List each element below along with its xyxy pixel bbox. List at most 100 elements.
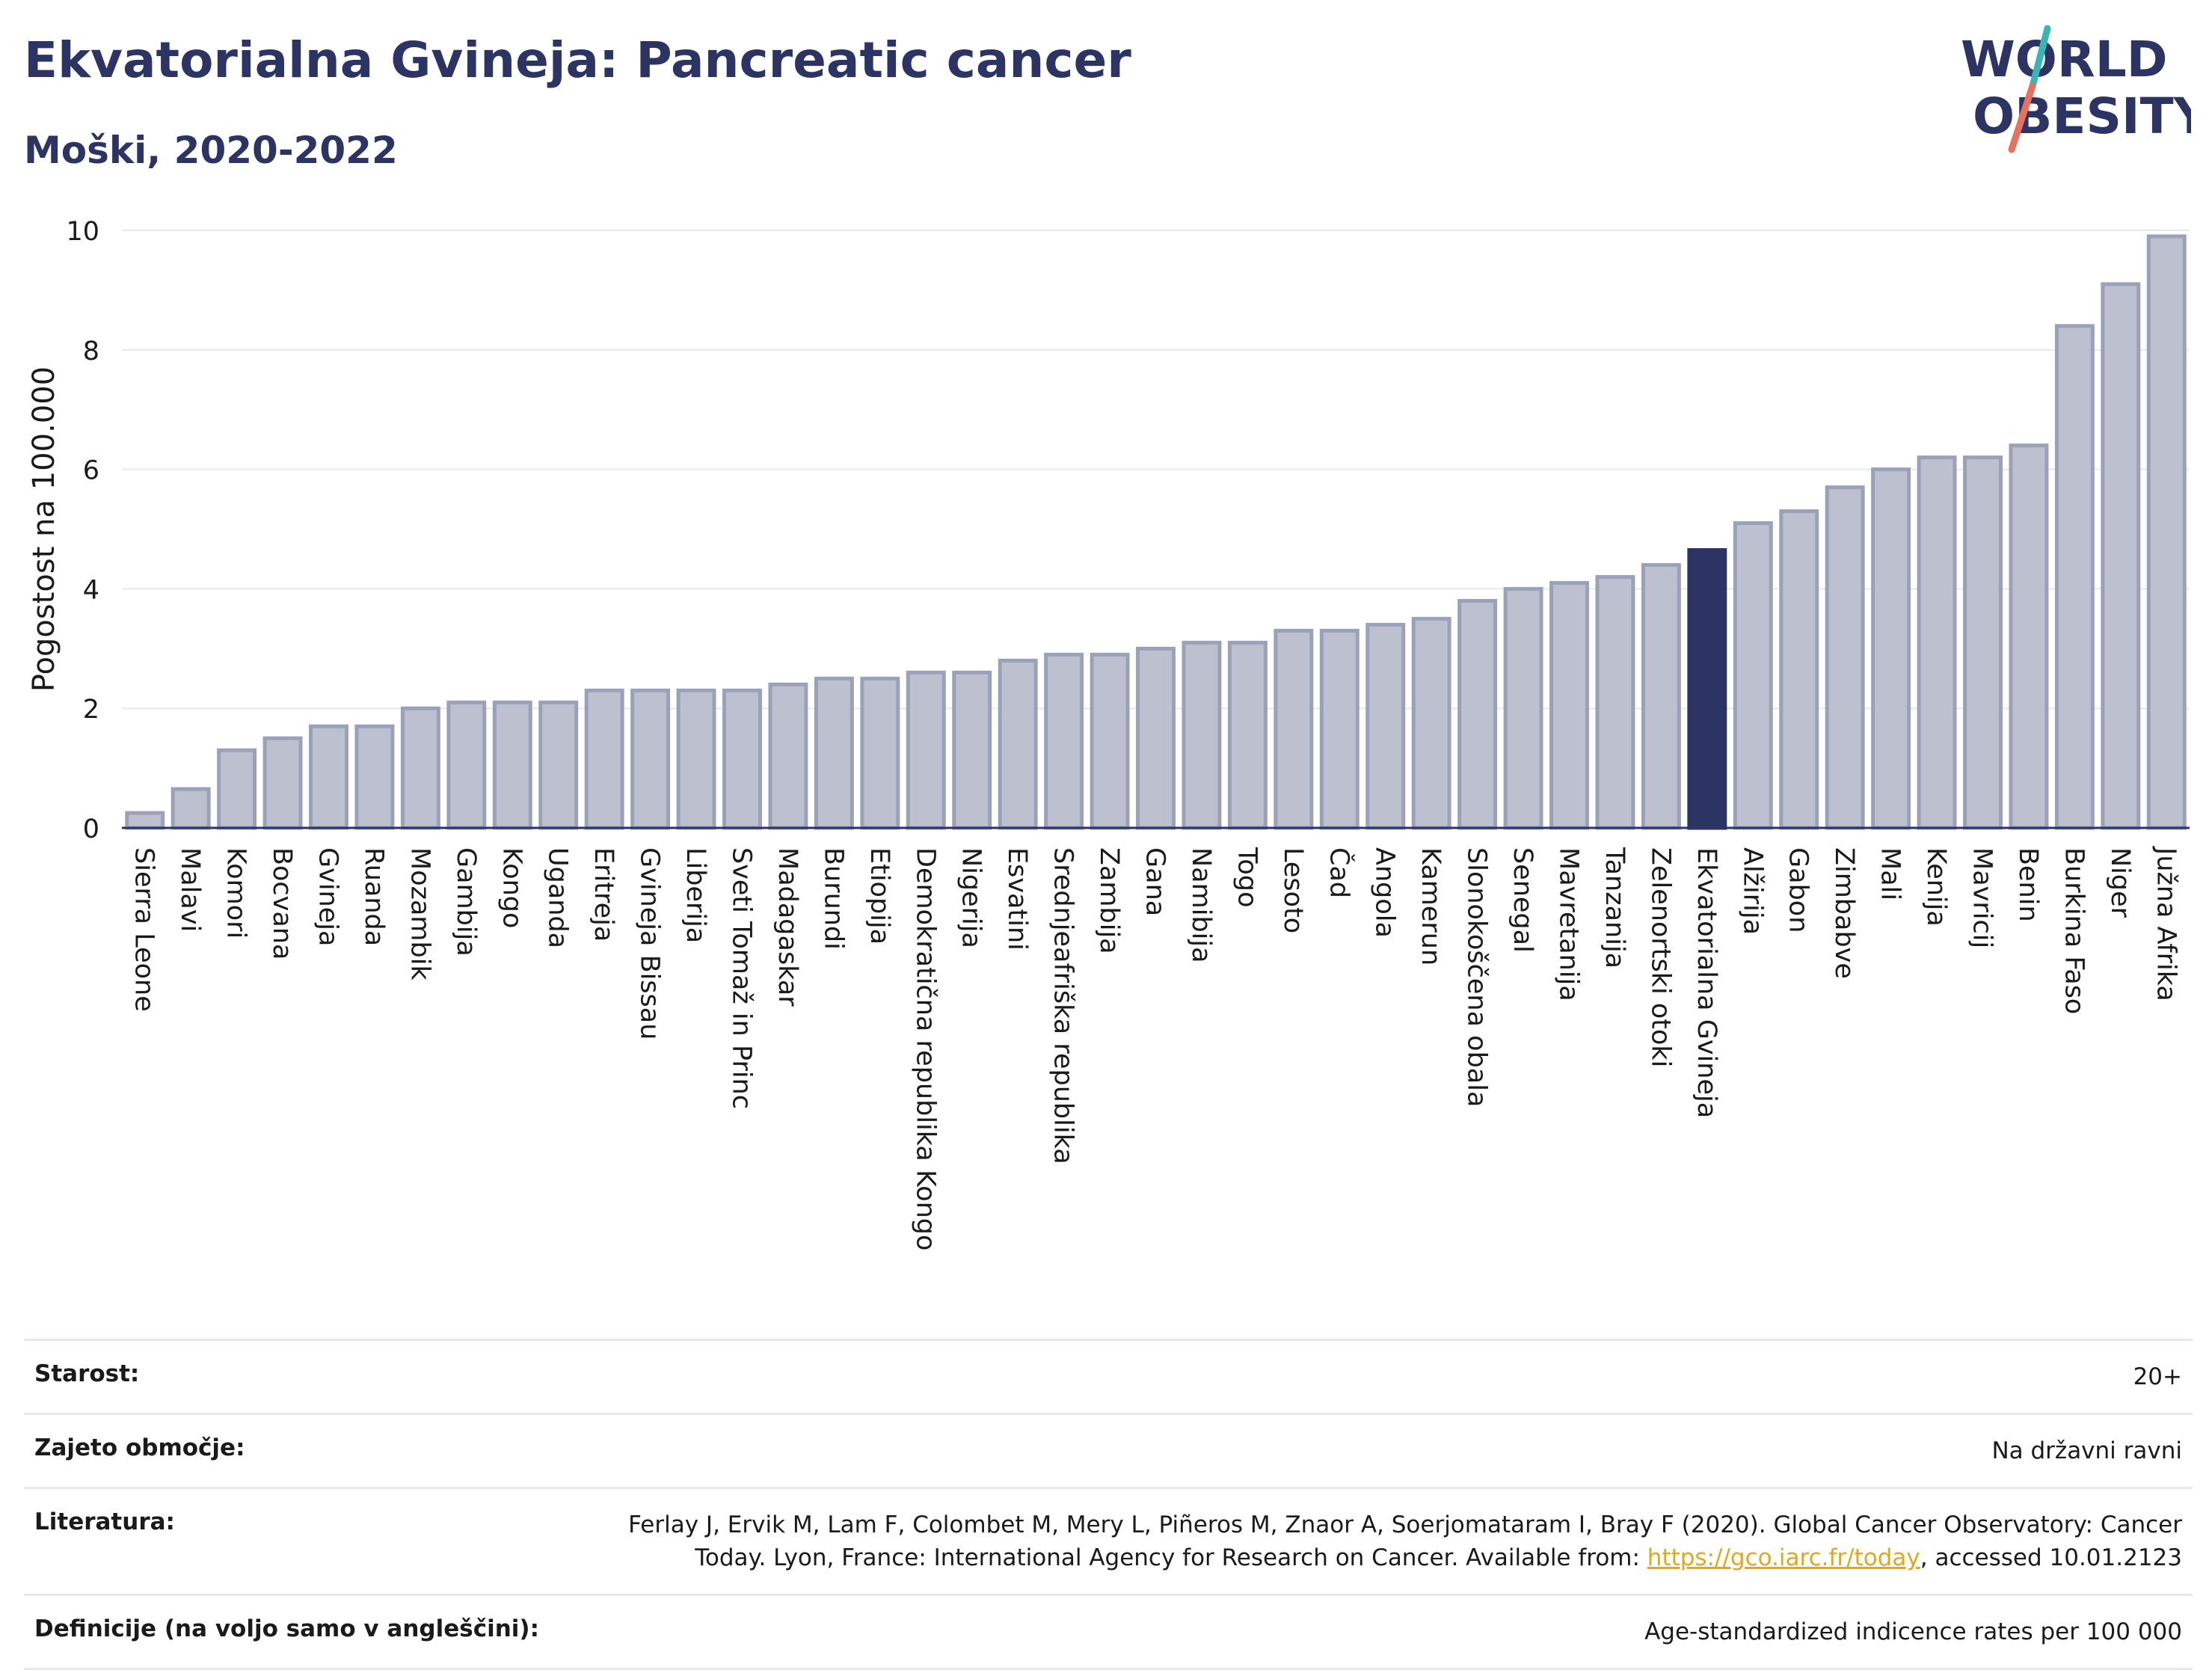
x-tick-label: Tanzanija xyxy=(1600,847,1629,968)
x-tick-label: Južna Afrika xyxy=(2151,846,2181,1001)
x-tick-label: Liberija xyxy=(681,847,710,943)
x-tick-label: Togo xyxy=(1232,847,1262,907)
bar xyxy=(2101,282,2141,830)
chart-subtitle: Moški, 2020-2022 xyxy=(24,129,398,172)
y-tick-label: 0 xyxy=(83,814,99,844)
bar xyxy=(2009,443,2049,830)
bar xyxy=(1274,628,1314,830)
meta-row-coverage: Zajeto območje: Na državni ravni xyxy=(24,1413,2193,1487)
x-tick-label: Ruanda xyxy=(359,847,389,946)
x-tick-label: Kamerun xyxy=(1416,847,1446,966)
bar xyxy=(1090,652,1130,830)
bar-chart: 0 2 4 6 8 10 Pogostost na 100.000 Sierra Leone M… xyxy=(27,217,2190,1250)
x-tick-label: Burkina Faso xyxy=(2059,847,2089,1014)
bar xyxy=(860,676,900,830)
bar xyxy=(446,700,487,830)
y-axis-label: Pogostost na 100.000 xyxy=(27,366,61,692)
bar xyxy=(1044,652,1084,830)
x-tick-label: Etiopija xyxy=(864,847,894,945)
reference-accessed: , accessed 10.01.2123 xyxy=(1920,1544,2182,1571)
x-tick-label: Zimbabve xyxy=(1829,847,1859,979)
x-tick-label: Srednjeafriška republika xyxy=(1048,847,1078,1164)
logo-slash-coral xyxy=(2008,82,2036,153)
x-tick-label: Burundi xyxy=(818,847,848,950)
x-tick-label: Nigerija xyxy=(956,847,986,948)
bar xyxy=(262,736,303,830)
bar xyxy=(1641,562,1681,830)
bar xyxy=(1319,628,1360,830)
y-tick-label: 8 xyxy=(83,337,99,366)
definitions-label: Definicije (na voljo samo v angleščini): xyxy=(34,1615,539,1642)
x-tick-label: Benin xyxy=(2013,847,2043,922)
bar xyxy=(354,724,395,830)
y-tick-label: 6 xyxy=(83,456,99,486)
bar xyxy=(1182,640,1222,830)
bar xyxy=(1365,622,1406,830)
bar xyxy=(998,658,1038,830)
coverage-value: Na državni ravni xyxy=(1991,1437,2182,1464)
x-tick-label: Niger xyxy=(2105,847,2135,918)
bar xyxy=(1503,586,1543,830)
definitions-value: Age-standardized indicence rates per 100… xyxy=(1644,1618,2182,1645)
x-tick-label: Lesoto xyxy=(1278,847,1308,933)
world-obesity-logo: WORLD OBESITY xyxy=(1961,25,2191,153)
x-tick-label: Demokratična republika Kongo xyxy=(910,847,940,1250)
y-tick-label: 10 xyxy=(66,217,99,247)
bar xyxy=(952,670,992,830)
bar xyxy=(814,676,854,830)
bar xyxy=(1825,485,1865,830)
bar xyxy=(906,670,946,830)
bar xyxy=(309,724,348,830)
x-tick-label: Mavricij xyxy=(1967,847,1997,948)
bar xyxy=(1457,598,1498,830)
bar xyxy=(630,688,671,830)
x-tick-label: Sveti Tomaž in Princ xyxy=(727,847,757,1109)
age-value: 20+ xyxy=(2133,1363,2182,1390)
y-tick-label: 4 xyxy=(83,575,99,605)
x-tick-label: Ekvatorialna Gvineja xyxy=(1692,847,1721,1118)
bar xyxy=(2146,234,2187,830)
x-tick-label: Angola xyxy=(1370,847,1400,938)
bar xyxy=(584,688,624,830)
age-label: Starost: xyxy=(34,1360,140,1387)
x-tick-label: Mali xyxy=(1875,847,1905,900)
x-tick-label: Gvineja Bissau xyxy=(635,847,665,1040)
bar xyxy=(400,706,440,830)
bar xyxy=(125,811,165,830)
y-tick-label: 2 xyxy=(83,695,99,725)
x-tick-label: Namibija xyxy=(1186,847,1216,963)
bar xyxy=(1595,574,1635,830)
x-tick-label: Mozambik xyxy=(405,847,434,980)
bar xyxy=(1549,580,1589,830)
reference-label: Literatura: xyxy=(34,1508,175,1535)
bar xyxy=(1227,640,1268,830)
bar xyxy=(2054,324,2095,830)
x-tick-label: Sierra Leone xyxy=(129,847,159,1012)
bar xyxy=(768,682,808,830)
x-tick-label: Komori xyxy=(221,847,251,939)
x-tick-label: Malavi xyxy=(175,847,205,932)
bar xyxy=(1136,646,1176,830)
bar xyxy=(1779,509,1819,830)
x-tick-label: Alžirija xyxy=(1737,847,1767,935)
bar xyxy=(170,787,211,830)
x-tick-label: Zelenortski otoki xyxy=(1645,847,1675,1067)
coverage-label: Zajeto območje: xyxy=(34,1434,245,1461)
chart-title: Ekvatorialna Gvineja: Pancreatic cancer xyxy=(24,31,1131,89)
reference-text: Ferlay J, Ervik M, Lam F, Colombet M, Me… xyxy=(628,1511,2182,1571)
reference-link[interactable]: https://gco.iarc.fr/today xyxy=(1647,1544,1920,1571)
x-tick-label: Kenija xyxy=(1921,847,1951,927)
bar xyxy=(676,688,716,830)
logo-slash-teal xyxy=(2029,25,2051,90)
metadata-table: Starost: 20+ Zajeto območje: Na državni … xyxy=(24,1339,2193,1670)
x-tick-label: Esvatini xyxy=(1002,847,1032,951)
bar xyxy=(217,748,257,830)
meta-row-reference: Literatura: Ferlay J, Ervik M, Lam F, Co… xyxy=(24,1487,2193,1594)
bar xyxy=(1733,521,1773,830)
x-tick-label: Uganda xyxy=(543,847,573,948)
x-tick-label: Gana xyxy=(1140,847,1170,916)
x-tick-label: Gvineja xyxy=(313,847,343,946)
x-tick-label: Slonokoščena obala xyxy=(1462,847,1492,1107)
bar xyxy=(1871,467,1911,830)
logo-line-world: WORLD xyxy=(1961,31,2168,88)
